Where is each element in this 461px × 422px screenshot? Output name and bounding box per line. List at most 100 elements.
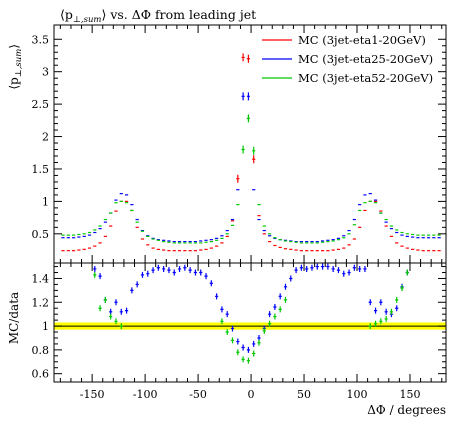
ratio-data-point	[98, 305, 102, 312]
ratio-data-point	[347, 269, 351, 276]
ratio-data-point	[140, 271, 145, 278]
ratio-data-point	[225, 311, 229, 318]
ratio-data-point	[305, 265, 309, 272]
ratio-data-point	[177, 265, 182, 272]
ratio-data-point	[273, 313, 277, 320]
ratio-data-point	[124, 307, 129, 314]
main-y-tick-label: 2	[42, 131, 49, 144]
ratio-data-point	[230, 337, 235, 344]
ratio-data-point	[273, 304, 277, 311]
legend-entry-eta25: MC (3jet-eta25-20GeV)	[262, 52, 433, 66]
ratio-data-point	[183, 264, 187, 271]
ratio-data-point	[199, 269, 203, 276]
ratio-data-point	[188, 267, 192, 274]
legend-label-eta1: MC (3jet-eta1-20GeV)	[298, 33, 426, 47]
ratio-data-point	[220, 318, 224, 325]
ratio-data-point	[310, 264, 314, 271]
x-tick-label: -100	[133, 388, 158, 401]
ratio-data-point	[268, 311, 272, 318]
ratio-data-point	[156, 264, 160, 271]
ratio-data-point	[352, 264, 356, 271]
ratio-data-point	[283, 296, 288, 303]
ratio-data-point	[114, 318, 118, 325]
ratio-uncertainty-band	[54, 322, 446, 330]
x-axis-ticks: -150 -100 -50 0 50 100 150	[59, 25, 443, 401]
ratio-y-tick-label: 1	[42, 320, 49, 333]
ratio-data-point	[98, 273, 102, 280]
ratio-data-point	[93, 265, 97, 272]
main-data-points	[61, 53, 441, 252]
main-data-point	[252, 155, 256, 164]
ratio-data-point	[283, 283, 288, 290]
ratio-data-point	[151, 267, 155, 274]
ratio-data-point	[252, 350, 256, 357]
ratio-data-point	[336, 267, 341, 274]
ratio-data-point	[331, 265, 335, 272]
ratio-data-point	[215, 293, 219, 300]
ratio-data-point	[368, 323, 372, 330]
ratio-data-point	[246, 346, 251, 353]
ratio-data-point	[103, 296, 107, 303]
ratio-data-point	[252, 340, 256, 347]
main-data-point	[246, 92, 251, 101]
ratio-data-point	[299, 264, 303, 271]
ratio-series-2	[93, 269, 409, 364]
ratio-data-point	[315, 263, 319, 270]
ratio-data-point	[167, 267, 171, 274]
main-data-point	[236, 174, 240, 183]
ratio-data-point	[119, 323, 123, 330]
ratio-data-point	[326, 263, 330, 270]
main-y-tick-label: 2.5	[32, 98, 50, 111]
x-tick-label: 150	[399, 388, 420, 401]
legend-label-eta52: MC (3jet-eta52-20GeV)	[298, 71, 433, 85]
ratio-data-point	[400, 284, 404, 291]
ratio-data-point	[384, 315, 388, 322]
ratio-data-point	[358, 265, 362, 272]
ratio-data-point	[246, 357, 251, 364]
ratio-data-point	[135, 281, 139, 288]
main-y-axis-label: ⟨p⊥,sum⟩	[7, 44, 24, 90]
main-series-0	[61, 53, 441, 252]
main-y-tick-label: 0.5	[32, 228, 50, 241]
ratio-data-point	[363, 265, 367, 272]
main-series-2	[61, 114, 441, 244]
ratio-data-point	[172, 269, 176, 276]
ratio-data-point	[114, 299, 118, 306]
ratio-data-point	[193, 269, 198, 276]
x-tick-label: 0	[248, 388, 255, 401]
ratio-data-point	[109, 313, 113, 320]
ratio-panel: 0.6 0.8 1 1.2 1.4 MC/data	[7, 262, 447, 383]
main-data-point	[241, 92, 245, 101]
main-data-point	[241, 145, 245, 154]
ratio-y-tick-label: 0.8	[32, 344, 50, 357]
legend-label-eta25: MC (3jet-eta25-20GeV)	[298, 52, 433, 66]
ratio-data-point	[236, 349, 240, 356]
ratio-data-point	[130, 287, 134, 294]
ratio-data-point	[209, 280, 213, 287]
main-series-1	[61, 92, 441, 243]
ratio-data-point	[162, 265, 166, 272]
ratio-data-point	[146, 270, 150, 277]
ratio-data-point	[379, 299, 383, 306]
ratio-y-ticks: 0.6 0.8 1 1.2 1.4	[32, 266, 446, 381]
ratio-data-point	[262, 327, 266, 334]
ratio-data-point	[225, 329, 229, 336]
main-y-tick-label: 1.5	[32, 163, 50, 176]
x-axis-label: ΔΦ / degrees	[367, 403, 446, 417]
ratio-data-point	[342, 270, 346, 277]
main-data-point	[246, 54, 251, 63]
ratio-data-point	[220, 306, 224, 313]
ratio-y-tick-label: 1.2	[32, 296, 50, 309]
ratio-data-point	[93, 271, 97, 278]
ratio-data-point	[241, 344, 245, 351]
ratio-y-tick-label: 0.6	[32, 368, 50, 381]
ratio-data-point	[230, 325, 235, 332]
ratio-series-1	[93, 263, 409, 353]
ratio-data-point	[268, 320, 272, 327]
ratio-data-point	[389, 308, 394, 315]
ratio-data-point	[119, 308, 123, 315]
legend-entry-eta52: MC (3jet-eta52-20GeV)	[262, 71, 433, 85]
main-data-point	[241, 53, 245, 62]
main-panel: 0.5 1 1.5 2 2.5 3 3.5 ⟨p⊥,sum⟩ MC (3jet-eta1-2…	[7, 24, 447, 264]
